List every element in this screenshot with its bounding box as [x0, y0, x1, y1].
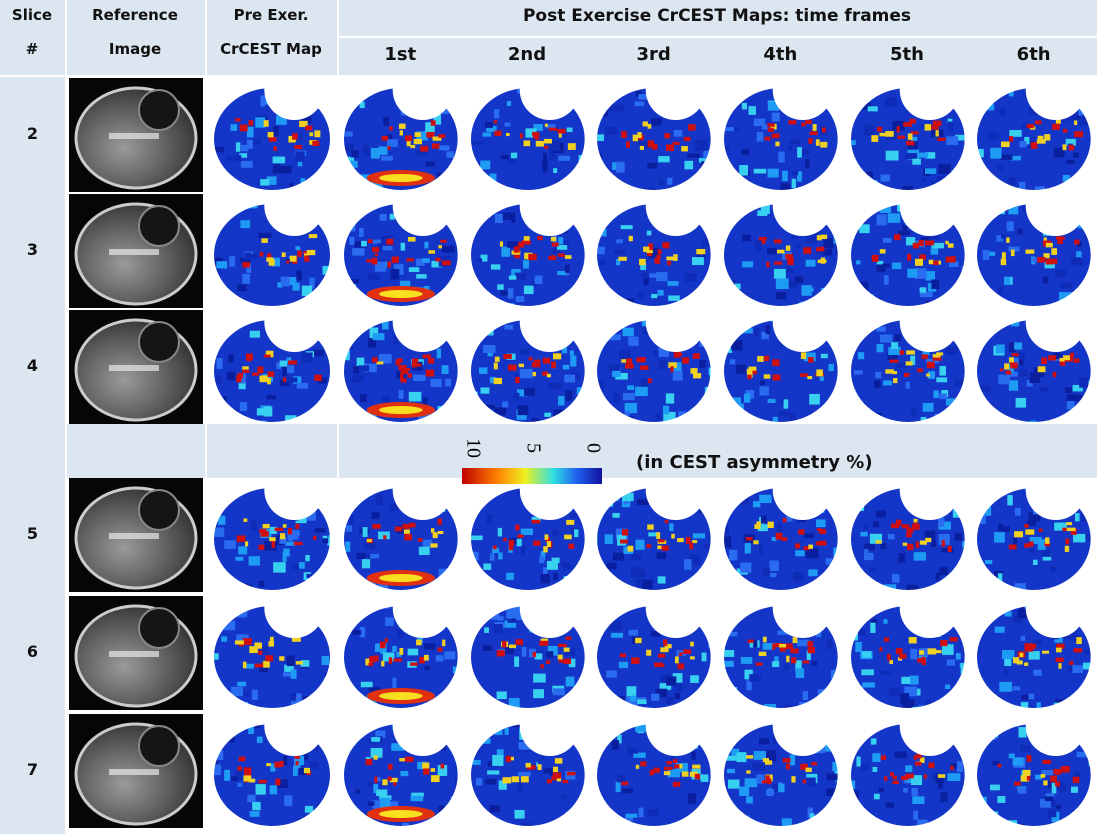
figure: Slice#ReferenceImagePre Exer.CrCEST MapP… [0, 0, 1097, 834]
crcest-map [210, 596, 334, 710]
crcest-map [340, 596, 462, 710]
crcest-map [340, 310, 462, 424]
crcest-map [973, 596, 1095, 710]
crcest-map [973, 78, 1095, 192]
crcest-map [973, 194, 1095, 308]
header-divider [337, 36, 1097, 38]
crcest-map [210, 478, 334, 592]
crcest-map [973, 310, 1095, 424]
crcest-map [593, 310, 715, 424]
slice-number: 2 [0, 124, 65, 143]
reference-image [69, 194, 203, 308]
frame-label: 6th [970, 44, 1097, 65]
crcest-map [467, 596, 589, 710]
crcest-map [720, 596, 842, 710]
crcest-map [720, 478, 842, 592]
column-divider [337, 0, 339, 834]
header-text: Pre Exer. [201, 6, 341, 24]
header-text: CrCEST Map [201, 40, 341, 58]
crcest-map [467, 78, 589, 192]
slice-number: 5 [0, 524, 65, 543]
frame-label: 3rd [590, 44, 717, 65]
slice-number: 3 [0, 240, 65, 259]
colorbar-tick: 5 [522, 443, 544, 453]
header-text: Reference [65, 6, 205, 24]
crcest-map [847, 194, 969, 308]
post-title: Post Exercise CrCEST Maps: time frames [337, 6, 1097, 26]
crcest-map [593, 78, 715, 192]
crcest-map [720, 78, 842, 192]
crcest-map [593, 714, 715, 828]
crcest-map [210, 78, 334, 192]
crcest-map [340, 78, 462, 192]
crcest-map [210, 310, 334, 424]
crcest-map [340, 714, 462, 828]
header-text: Image [65, 40, 205, 58]
crcest-map [847, 310, 969, 424]
colorbar-tick: 0 [582, 443, 604, 453]
crcest-map [720, 310, 842, 424]
slice-number: 7 [0, 760, 65, 779]
slice-column-bg [0, 76, 66, 834]
column-divider [205, 0, 207, 834]
colorbar-unit: (in CEST asymmetry %) [636, 452, 873, 473]
crcest-map [210, 714, 334, 828]
frame-label: 4th [717, 44, 844, 65]
frame-label: 5th [844, 44, 971, 65]
crcest-map [467, 714, 589, 828]
crcest-map [467, 478, 589, 592]
crcest-map [593, 194, 715, 308]
crcest-map [467, 194, 589, 308]
crcest-map [720, 194, 842, 308]
crcest-map [340, 194, 462, 308]
reference-image [69, 478, 203, 592]
header-bottom [0, 75, 1097, 77]
column-divider [65, 0, 67, 834]
crcest-map [973, 478, 1095, 592]
crcest-map [847, 478, 969, 592]
crcest-map [210, 194, 334, 308]
crcest-map [720, 714, 842, 828]
reference-image [69, 310, 203, 424]
reference-image [69, 78, 203, 192]
crcest-map [847, 596, 969, 710]
crcest-map [593, 596, 715, 710]
colorbar-gradient [462, 468, 602, 484]
colorbar-tick: 10 [462, 438, 484, 458]
reference-image [69, 596, 203, 710]
crcest-map [973, 714, 1095, 828]
frame-label: 1st [337, 44, 464, 65]
slice-number: 4 [0, 356, 65, 375]
frame-label: 2nd [464, 44, 591, 65]
crcest-map [593, 478, 715, 592]
reference-image [69, 714, 203, 828]
crcest-map [340, 478, 462, 592]
crcest-map [847, 78, 969, 192]
crcest-map [467, 310, 589, 424]
slice-number: 6 [0, 642, 65, 661]
crcest-map [847, 714, 969, 828]
